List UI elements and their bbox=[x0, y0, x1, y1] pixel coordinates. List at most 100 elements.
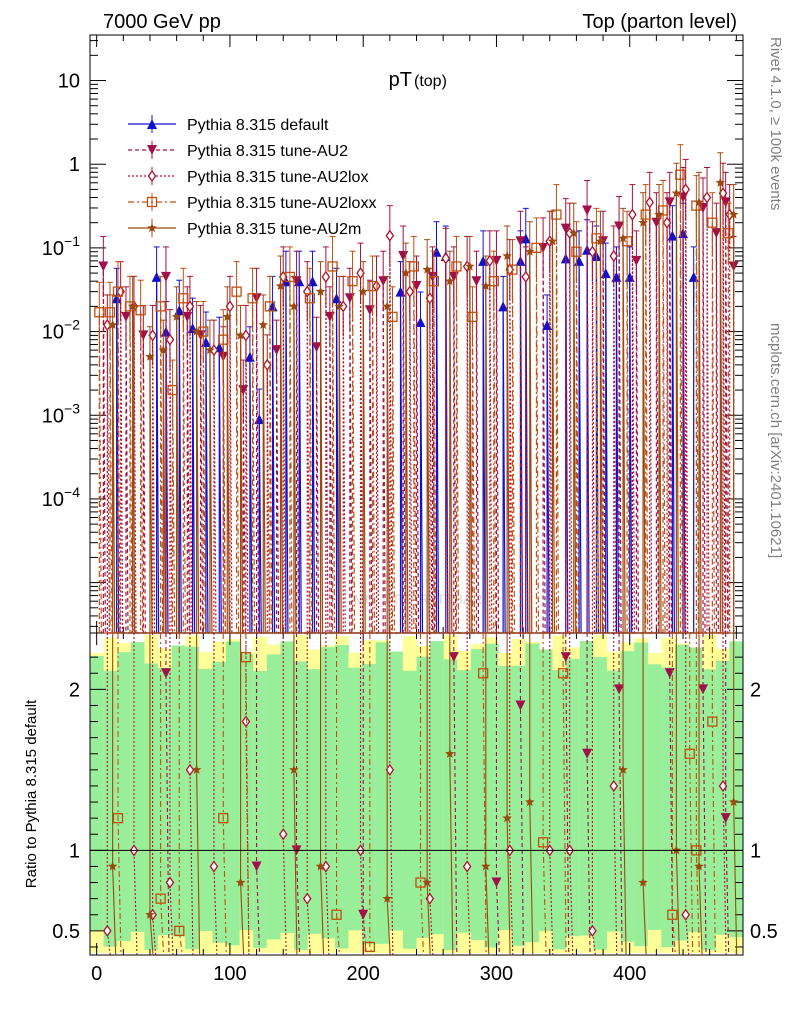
ratio-point bbox=[588, 924, 597, 937]
ratio-tick-label-right: 1 bbox=[750, 840, 761, 862]
data-point bbox=[640, 209, 651, 220]
ratio-band-green bbox=[402, 670, 417, 949]
data-point bbox=[502, 251, 512, 261]
rivet-label: Rivet 4.1.0, ≥ 100k events bbox=[767, 37, 784, 210]
data-point bbox=[107, 319, 118, 329]
ratio-point bbox=[321, 860, 331, 873]
ratio-point bbox=[278, 828, 288, 841]
ratio-point bbox=[728, 797, 739, 807]
data-point bbox=[667, 230, 678, 241]
data-point bbox=[694, 197, 704, 207]
legend-label: Pythia 8.315 tune-AU2m bbox=[187, 221, 361, 238]
data-point bbox=[364, 305, 375, 316]
ratio-tick-label-right: 2 bbox=[750, 679, 761, 701]
ratio-point bbox=[582, 748, 593, 759]
ratio-band-green bbox=[226, 641, 241, 946]
data-point bbox=[707, 217, 718, 228]
ratio-point bbox=[491, 877, 502, 888]
ratio-point bbox=[618, 764, 628, 774]
data-point bbox=[445, 276, 455, 286]
data-point bbox=[264, 301, 276, 312]
y-tick-label: 10−4 bbox=[42, 484, 80, 511]
legend: Pythia 8.315 default Pythia 8.315 tune-AU… bbox=[128, 115, 376, 238]
data-point bbox=[401, 268, 411, 278]
ratio-band-green bbox=[538, 649, 554, 932]
ratio-band-green bbox=[566, 658, 581, 937]
data-point bbox=[334, 301, 344, 311]
data-point bbox=[614, 221, 625, 232]
ratio-point bbox=[241, 715, 251, 728]
data-point bbox=[507, 264, 518, 275]
data-point bbox=[657, 205, 669, 216]
data-point bbox=[428, 276, 439, 287]
data-point bbox=[481, 281, 491, 291]
ratio-point bbox=[191, 764, 202, 774]
ratio-point bbox=[358, 909, 369, 920]
legend-label: Pythia 8.315 tune-AU2lox bbox=[187, 169, 368, 186]
data-point bbox=[560, 223, 571, 234]
legend-label: Pythia 8.315 tune-AU2loxx bbox=[187, 195, 376, 212]
data-point bbox=[398, 251, 409, 262]
ratio-point bbox=[502, 813, 512, 823]
y-tick-labels: 10 1 10−1 10−2 10−3 10−4 bbox=[42, 71, 80, 511]
data-point bbox=[235, 330, 246, 340]
ratio-point bbox=[638, 877, 648, 887]
data-point bbox=[385, 229, 395, 242]
data-point bbox=[267, 301, 278, 312]
ratio-band-green bbox=[484, 643, 499, 948]
ratio-point bbox=[218, 813, 229, 824]
data-point bbox=[145, 351, 155, 361]
data-point bbox=[651, 217, 662, 228]
data-point bbox=[247, 293, 258, 304]
x-tick-label: 0 bbox=[91, 963, 102, 985]
ratio-band-green bbox=[457, 670, 472, 933]
data-point bbox=[538, 242, 549, 253]
ratio-band-green bbox=[525, 643, 540, 943]
ratio-point bbox=[698, 684, 709, 695]
header-process: Top (parton level) bbox=[582, 11, 737, 33]
ratio-point bbox=[331, 909, 342, 920]
ratio-point bbox=[667, 909, 678, 920]
ratio-band-green bbox=[634, 642, 649, 947]
legend-marker bbox=[147, 145, 157, 155]
ratio-point bbox=[251, 861, 262, 872]
ratio-point bbox=[560, 652, 571, 663]
data-point bbox=[411, 281, 422, 292]
ratio-band-green bbox=[674, 644, 690, 941]
series-line bbox=[98, 174, 729, 634]
x-tick-label: 200 bbox=[347, 963, 380, 985]
ratio-band-green bbox=[144, 663, 159, 950]
legend-marker bbox=[146, 196, 158, 208]
ratio-band-green bbox=[552, 670, 567, 950]
ratio-point bbox=[155, 893, 166, 904]
ratio-point bbox=[235, 877, 246, 887]
data-point bbox=[94, 307, 105, 318]
ratio-point bbox=[537, 837, 549, 848]
ratio-point bbox=[557, 668, 569, 679]
ratio-band-green bbox=[511, 665, 526, 946]
data-point bbox=[155, 301, 166, 312]
ratio-point bbox=[240, 652, 252, 663]
ratio-point bbox=[209, 860, 219, 873]
ratio-point bbox=[422, 877, 432, 887]
ratio-y-axis-label: Ratio to Pythia 8.315 default bbox=[23, 699, 40, 888]
ratio-band-green bbox=[430, 641, 445, 935]
ratio-tick-label-right: 0.5 bbox=[750, 921, 778, 943]
data-point bbox=[675, 169, 686, 180]
x-tick-label: 300 bbox=[480, 963, 513, 985]
data-point bbox=[471, 276, 482, 287]
ratio-band-green bbox=[661, 667, 676, 948]
data-point bbox=[609, 249, 619, 263]
data-point bbox=[327, 261, 338, 272]
ratio-tick-labels: 2 2 1 1 0.5 0.5 bbox=[52, 679, 778, 943]
ratio-band-green bbox=[90, 656, 105, 930]
ratio-band-green bbox=[375, 642, 390, 944]
data-point bbox=[520, 233, 531, 244]
data-point bbox=[311, 342, 322, 353]
data-point bbox=[531, 242, 542, 254]
legend-marker bbox=[147, 119, 157, 129]
ratio-point bbox=[525, 797, 535, 807]
data-point bbox=[315, 286, 326, 296]
series-3 bbox=[94, 144, 734, 634]
